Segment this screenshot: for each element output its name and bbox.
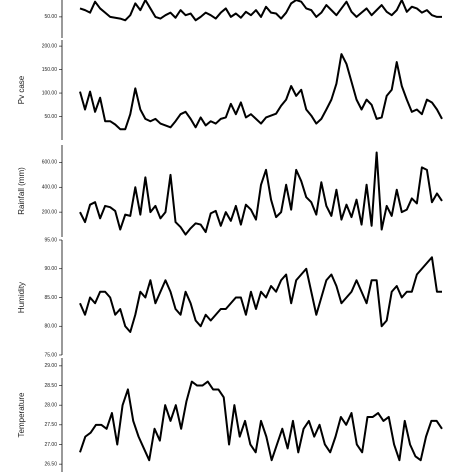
y-tick-label: 80.00: [44, 324, 57, 330]
data-line: [79, 256, 442, 333]
data-line: [79, 53, 443, 131]
y-tick-label: 100.00: [42, 90, 58, 96]
y-tick-label: 28.00: [44, 403, 57, 409]
y-tick-label: 95.00: [44, 237, 57, 243]
y-axis-label: Humidity: [17, 282, 26, 313]
y-tick-label: 50.00: [44, 114, 57, 120]
y-tick-label: 29.00: [44, 363, 57, 369]
y-tick-label: 28.50: [44, 383, 57, 389]
y-tick-label: 400.00: [42, 185, 58, 191]
y-tick-label: 200.00: [42, 209, 58, 215]
data-line: [79, 0, 442, 22]
y-tick-label: 50.00: [44, 14, 57, 20]
y-axis-label: Temperature: [17, 392, 26, 437]
y-tick-label: 27.50: [44, 422, 57, 428]
data-line: [79, 380, 443, 462]
y-tick-label: 600.00: [42, 160, 58, 166]
y-axis-label: Rainfall (mm): [17, 167, 26, 215]
y-tick-label: 26.50: [44, 461, 57, 467]
y-tick-label: 75.00: [44, 352, 57, 358]
y-tick-label: 27.00: [44, 442, 57, 448]
y-axis-label: Pv case: [17, 75, 26, 104]
y-tick-label: 200.00: [42, 43, 58, 49]
y-tick-label: 150.00: [42, 67, 58, 73]
y-tick-label: 85.00: [44, 295, 57, 301]
y-tick-label: 90.00: [44, 266, 57, 272]
data-line: [79, 151, 443, 236]
